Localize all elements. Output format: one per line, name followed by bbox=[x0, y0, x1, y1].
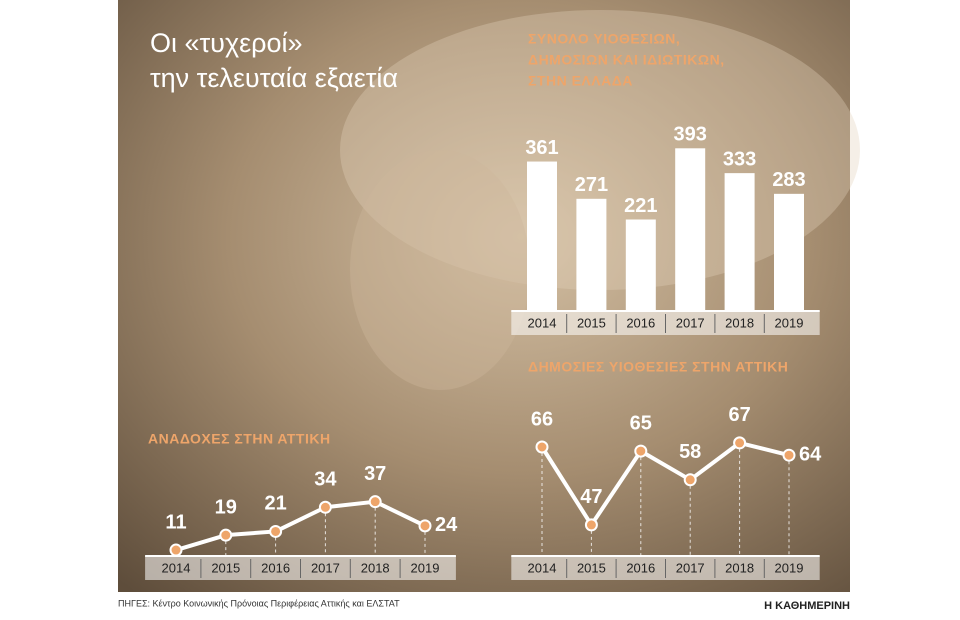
value-label: 393 bbox=[674, 124, 707, 146]
chart-title: ΔΗΜΟΣΙΕΣ ΥΙΟΘΕΣΙΕΣ ΣΤΗΝ ΑΤΤΙΚΗ bbox=[528, 359, 788, 375]
value-label: 24 bbox=[435, 514, 458, 536]
value-label: 271 bbox=[575, 174, 608, 196]
x-tick-label: 2016 bbox=[261, 560, 290, 575]
chart-title: ΑΝΑΔΟΧΕΣ ΣΤΗΝ ΑΤΤΙΚΗ bbox=[148, 431, 331, 447]
x-tick-label: 2016 bbox=[626, 560, 655, 575]
x-tick-label: 2017 bbox=[311, 560, 340, 575]
title-line: την τελευταία εξαετία bbox=[150, 63, 398, 93]
value-label: 66 bbox=[531, 408, 553, 430]
x-tick-label: 2018 bbox=[725, 315, 754, 330]
line bbox=[175, 499, 426, 552]
x-tick-label: 2015 bbox=[211, 560, 240, 575]
value-label: 361 bbox=[525, 137, 558, 159]
value-label: 58 bbox=[679, 441, 701, 463]
value-label: 21 bbox=[264, 493, 286, 515]
title-line: Οι «τυχεροί» bbox=[150, 28, 303, 58]
photo-hand bbox=[350, 150, 530, 390]
marker bbox=[535, 440, 549, 454]
bar bbox=[774, 193, 804, 311]
x-tick-label: 2017 bbox=[676, 560, 705, 575]
marker bbox=[219, 528, 233, 542]
value-label: 34 bbox=[314, 469, 337, 491]
value-label: 19 bbox=[215, 496, 237, 518]
marker bbox=[269, 524, 283, 538]
bar bbox=[625, 219, 656, 311]
x-tick-label: 2014 bbox=[528, 315, 557, 330]
x-tick-label: 2015 bbox=[577, 315, 606, 330]
value-label: 333 bbox=[723, 148, 756, 170]
x-tick-label: 2014 bbox=[162, 560, 191, 575]
x-tick-label: 2016 bbox=[626, 315, 655, 330]
chart-title: ΣΥΝΟΛΟ ΥΙΟΘΕΣΙΩΝ, bbox=[528, 31, 680, 47]
value-label: 283 bbox=[772, 169, 805, 191]
x-tick-label: 2018 bbox=[725, 560, 754, 575]
bar bbox=[675, 148, 706, 311]
x-tick-label: 2015 bbox=[577, 560, 606, 575]
value-label: 11 bbox=[165, 511, 186, 533]
marker bbox=[318, 500, 332, 514]
value-label: 47 bbox=[580, 486, 602, 508]
marker bbox=[782, 448, 796, 462]
value-label: 37 bbox=[364, 463, 386, 485]
value-label: 64 bbox=[799, 443, 822, 465]
x-tick-label: 2017 bbox=[676, 315, 705, 330]
value-label: 67 bbox=[728, 404, 750, 426]
bar bbox=[576, 198, 607, 311]
chart-title: ΣΤΗΝ ΕΛΛΑΔΑ bbox=[528, 73, 633, 89]
x-tick-label: 2014 bbox=[528, 560, 557, 575]
bar bbox=[724, 173, 755, 311]
x-tick-label: 2019 bbox=[775, 560, 804, 575]
x-tick-label: 2018 bbox=[361, 560, 390, 575]
brand: Η ΚΑΘΗΜΕΡΙΝΗ bbox=[764, 600, 850, 612]
marker bbox=[418, 519, 432, 533]
line bbox=[540, 440, 790, 527]
marker bbox=[584, 518, 598, 532]
value-label: 65 bbox=[630, 412, 652, 434]
marker bbox=[169, 543, 183, 557]
bar bbox=[527, 161, 557, 311]
value-label: 221 bbox=[624, 195, 657, 217]
marker bbox=[733, 436, 747, 450]
x-tick-label: 2019 bbox=[411, 560, 440, 575]
marker bbox=[683, 473, 697, 487]
chart-title: ΔΗΜΟΣΙΩΝ ΚΑΙ ΙΔΙΩΤΙΚΩΝ, bbox=[528, 52, 725, 68]
marker bbox=[368, 495, 382, 509]
source: ΠΗΓΕΣ: Κέντρο Κοινωνικής Πρόνοιας Περιφέ… bbox=[118, 598, 400, 608]
x-tick-label: 2019 bbox=[775, 315, 804, 330]
marker bbox=[634, 444, 648, 458]
